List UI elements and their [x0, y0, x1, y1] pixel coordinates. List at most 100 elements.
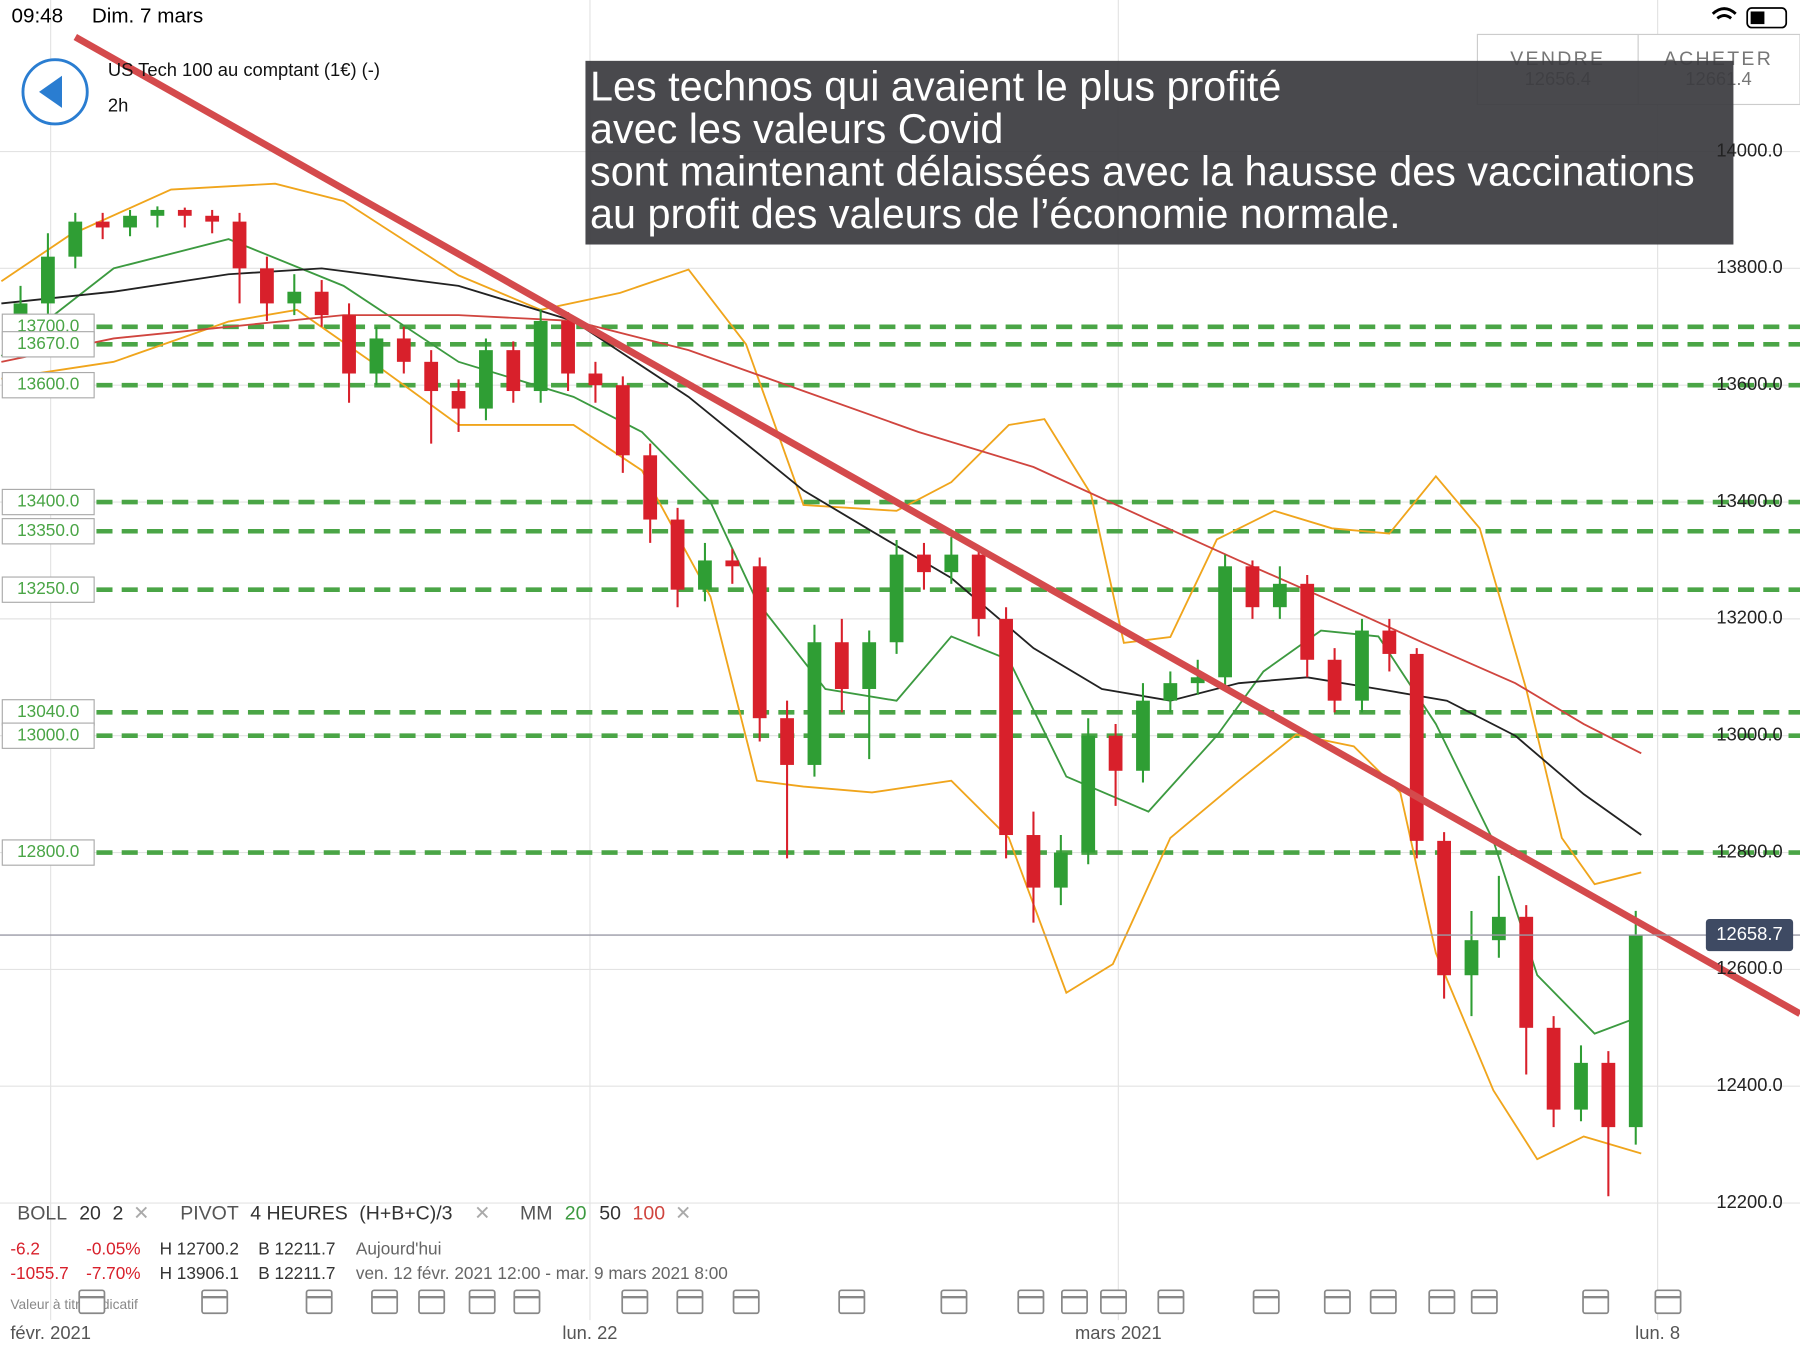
candle-body [780, 718, 794, 765]
candle-body [1464, 940, 1479, 976]
calendar-icon[interactable] [1100, 1289, 1128, 1315]
candle-body [1300, 583, 1315, 660]
change-pct: -0.05% [86, 1239, 141, 1259]
candle-body [150, 209, 165, 216]
candle-body [999, 618, 1013, 836]
candle-body [752, 566, 767, 719]
calendar-icon[interactable] [621, 1289, 649, 1315]
calendar-icon[interactable] [371, 1289, 399, 1315]
calendar-icon[interactable] [1654, 1289, 1682, 1315]
candle-body [944, 554, 959, 573]
mm: MM [520, 1203, 553, 1225]
boll-period: 20 [79, 1203, 101, 1225]
level-box [1, 576, 95, 603]
candle-body [451, 391, 466, 409]
trendline [73, 33, 1800, 1017]
annotation-box [585, 60, 1734, 245]
boll-dev: 2 [113, 1203, 124, 1225]
level-label: 13670.0 [17, 333, 79, 353]
candle-body [123, 215, 137, 228]
candle-body [1491, 916, 1506, 941]
close-icon[interactable]: ✕ [474, 1203, 490, 1225]
candle-body [807, 642, 822, 765]
y-tick-label: 13000.0 [1716, 724, 1782, 745]
candle-body [232, 221, 247, 269]
calendar-icon[interactable] [1428, 1289, 1456, 1315]
level-box [1, 699, 95, 726]
time: 09:48 [11, 5, 63, 28]
calendar-icon[interactable] [1369, 1289, 1397, 1315]
candle-body [1190, 677, 1205, 684]
calendar-icon[interactable] [201, 1289, 229, 1315]
candle-body [68, 221, 83, 257]
candle-body [260, 268, 274, 304]
candle-body [1601, 1062, 1616, 1128]
indicator-line [1, 314, 1642, 755]
candle-body [1409, 653, 1424, 841]
y-tick-label: 12600.0 [1716, 957, 1782, 978]
calendar-icon[interactable] [676, 1289, 704, 1315]
candle-body [342, 315, 356, 374]
date: Dim. 7 mars [92, 5, 203, 28]
high: H 12700.2 [160, 1239, 239, 1259]
period: ven. 12 févr. 2021 12:00 - mar. 9 mars 2… [356, 1263, 728, 1283]
annotation-line: Les technos qui avaient le plus profité [590, 63, 1281, 109]
level-box [1, 518, 95, 545]
candle-body [506, 350, 521, 392]
timeframe[interactable]: 2h [108, 95, 128, 116]
candle-body [1272, 583, 1287, 608]
candle-body [1026, 835, 1041, 888]
candle-body [369, 338, 384, 374]
calendar-icon[interactable] [418, 1289, 446, 1315]
level-box [1, 839, 95, 866]
candle-body [424, 361, 439, 392]
calendar-icon[interactable] [78, 1289, 106, 1315]
candle-body [41, 256, 55, 304]
calendar-icon[interactable] [1061, 1289, 1088, 1315]
calendar-icon[interactable] [305, 1289, 333, 1315]
candle-body [834, 642, 849, 689]
calendar-icon[interactable] [468, 1289, 496, 1315]
change-pct: -7.70% [86, 1263, 141, 1283]
level-box [1, 488, 95, 516]
candle-body [1218, 566, 1232, 678]
candle-body [287, 291, 302, 304]
calendar-icon[interactable] [732, 1289, 760, 1315]
candle-body [95, 221, 110, 228]
level-label: 13350.0 [17, 520, 79, 540]
calendar-icon[interactable] [1157, 1289, 1185, 1315]
annotation-line: sont maintenant délaissées avec la hauss… [590, 148, 1695, 194]
candle-body [1327, 659, 1342, 701]
candle-body [917, 554, 931, 573]
calendar-icon[interactable] [1582, 1289, 1610, 1315]
close-icon[interactable]: ✕ [133, 1203, 149, 1225]
candle-body [1081, 735, 1096, 853]
low: B 12211.7 [258, 1239, 335, 1259]
close-icon[interactable]: ✕ [675, 1203, 691, 1225]
candle-body [862, 642, 877, 689]
pivot-formula: (H+B+C)/3 [359, 1203, 452, 1225]
calendar-icon[interactable] [513, 1289, 541, 1315]
indicator-line [0, 182, 1642, 886]
candle-body [479, 350, 493, 409]
low: B 12211.7 [258, 1263, 335, 1283]
candle-body [698, 560, 712, 590]
calendar-icon[interactable] [940, 1289, 968, 1315]
candle-body [1163, 683, 1178, 701]
calendar-icon[interactable] [1323, 1289, 1351, 1315]
wifi [1711, 7, 1737, 20]
candle-body [670, 519, 685, 590]
level-label: 13700.0 [17, 315, 79, 335]
back-icon [39, 75, 62, 108]
candle-body [1245, 566, 1260, 608]
candle-body [1437, 840, 1451, 976]
calendar-icon[interactable] [1470, 1289, 1498, 1315]
calendar-icon[interactable] [838, 1289, 866, 1315]
candle-body [1546, 1027, 1561, 1110]
calendar-icon[interactable] [1017, 1289, 1045, 1315]
annotation-line: avec les valeurs Covid [590, 106, 1003, 152]
candle-body [561, 320, 575, 374]
candle-body [1628, 935, 1643, 1128]
calendar-icon[interactable] [1252, 1289, 1280, 1315]
